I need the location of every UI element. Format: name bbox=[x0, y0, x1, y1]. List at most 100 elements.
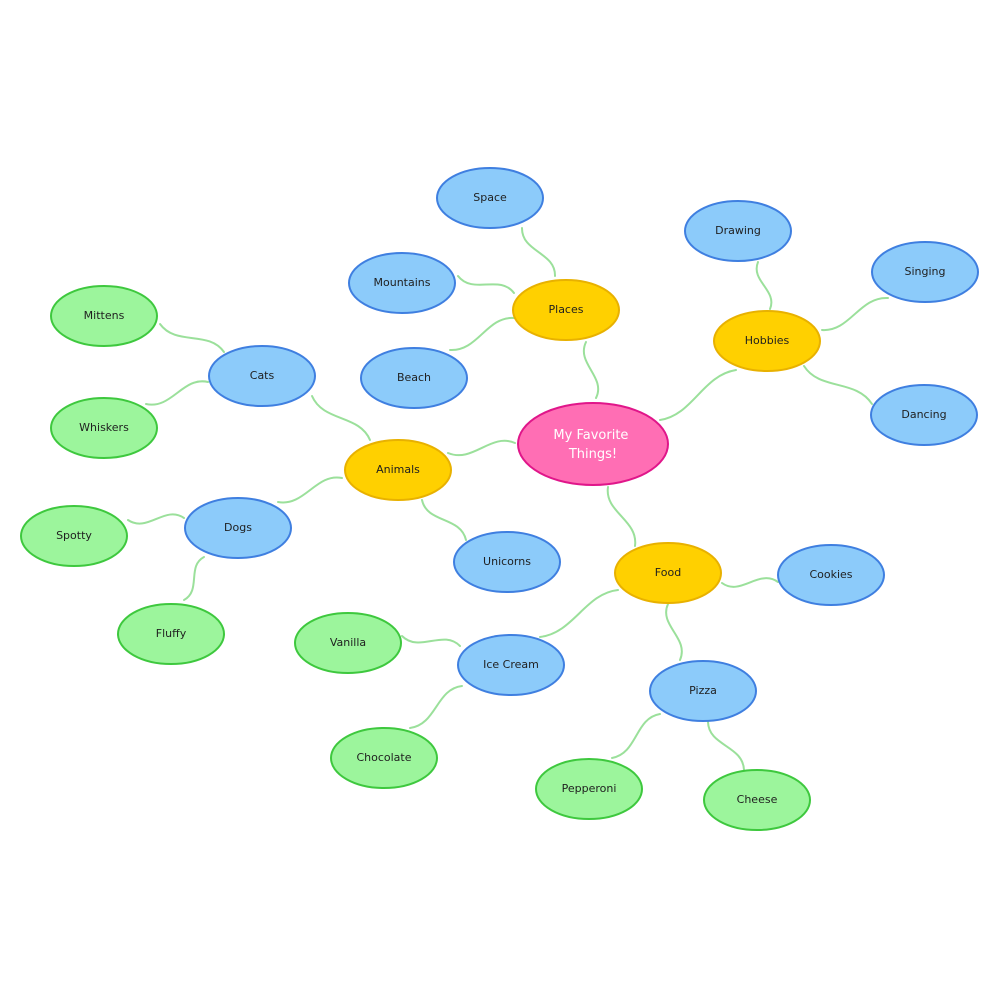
node-beach-shape bbox=[360, 347, 468, 409]
connector-places-beach bbox=[449, 316, 515, 352]
connector-central-hobbies bbox=[659, 369, 737, 421]
node-whiskers-shape bbox=[50, 397, 158, 459]
node-fluffy[interactable]: Fluffy bbox=[117, 603, 225, 665]
node-drawing-shape bbox=[684, 200, 792, 262]
connector-places-space bbox=[520, 227, 557, 277]
node-cats-label: Cats bbox=[250, 369, 275, 382]
connector-food-pizza bbox=[665, 603, 683, 661]
node-food[interactable]: Food bbox=[614, 542, 722, 604]
node-drawing[interactable]: Drawing bbox=[684, 200, 792, 262]
connector-animals-unicorns bbox=[421, 499, 467, 541]
node-whiskers[interactable]: Whiskers bbox=[50, 397, 158, 459]
node-dogs[interactable]: Dogs bbox=[184, 497, 292, 559]
node-pizza-label: Pizza bbox=[689, 684, 717, 697]
node-cookies-label: Cookies bbox=[809, 568, 852, 581]
node-cheese-shape bbox=[703, 769, 811, 831]
connector-dogs-spotty bbox=[127, 513, 185, 525]
node-mountains[interactable]: Mountains bbox=[348, 252, 456, 314]
node-hobbies[interactable]: Hobbies bbox=[713, 310, 821, 372]
node-places-shape bbox=[512, 279, 620, 341]
node-cookies-shape bbox=[777, 544, 885, 606]
node-dancing-shape bbox=[870, 384, 978, 446]
central-node-label-line-2: Things! bbox=[568, 447, 617, 462]
node-animals[interactable]: Animals bbox=[344, 439, 452, 501]
connector-pizza-cheese bbox=[707, 721, 745, 771]
connector-cats-whiskers bbox=[145, 380, 209, 406]
node-vanilla[interactable]: Vanilla bbox=[294, 612, 402, 674]
connector-cats-mittens bbox=[159, 323, 225, 353]
node-unicorns-shape bbox=[453, 531, 561, 593]
svg-text:My Favorite Things!: My Favorite Things! bbox=[553, 428, 632, 462]
node-beach-label: Beach bbox=[397, 371, 431, 384]
node-animals-label: Animals bbox=[376, 463, 420, 476]
connectors bbox=[127, 227, 889, 771]
connector-animals-dogs bbox=[277, 476, 343, 504]
node-ice-cream[interactable]: Ice Cream bbox=[457, 634, 565, 696]
node-fluffy-shape bbox=[117, 603, 225, 665]
node-whiskers-label: Whiskers bbox=[79, 421, 129, 434]
node-vanilla-label: Vanilla bbox=[330, 636, 366, 649]
central-node-shape bbox=[517, 402, 669, 486]
node-dancing-label: Dancing bbox=[901, 408, 946, 421]
connector-central-animals bbox=[447, 439, 516, 456]
node-spotty[interactable]: Spotty bbox=[20, 505, 128, 567]
node-spotty-shape bbox=[20, 505, 128, 567]
node-beach[interactable]: Beach bbox=[360, 347, 468, 409]
connector-food-icecream bbox=[539, 589, 619, 638]
node-pepperoni-shape bbox=[535, 758, 643, 820]
node-animals-shape bbox=[344, 439, 452, 501]
connector-dogs-fluffy bbox=[183, 556, 205, 601]
node-places-label: Places bbox=[549, 303, 584, 316]
node-chocolate-shape bbox=[330, 727, 438, 789]
node-spotty-label: Spotty bbox=[56, 529, 92, 542]
connector-food-cookies bbox=[721, 577, 779, 588]
node-mittens-shape bbox=[50, 285, 158, 347]
node-places[interactable]: Places bbox=[512, 279, 620, 341]
node-mountains-label: Mountains bbox=[374, 276, 431, 289]
node-dancing[interactable]: Dancing bbox=[870, 384, 978, 446]
node-hobbies-label: Hobbies bbox=[745, 334, 790, 347]
node-hobbies-shape bbox=[713, 310, 821, 372]
connector-pizza-pepperoni bbox=[611, 713, 661, 759]
node-ice-cream-label: Ice Cream bbox=[483, 658, 539, 671]
node-singing-shape bbox=[871, 241, 979, 303]
node-pepperoni[interactable]: Pepperoni bbox=[535, 758, 643, 820]
node-dogs-shape bbox=[184, 497, 292, 559]
connector-animals-cats bbox=[311, 395, 371, 441]
node-ice-cream-shape bbox=[457, 634, 565, 696]
node-space-label: Space bbox=[473, 191, 507, 204]
node-food-shape bbox=[614, 542, 722, 604]
node-cheese-label: Cheese bbox=[737, 793, 778, 806]
node-dogs-label: Dogs bbox=[224, 521, 252, 534]
node-space[interactable]: Space bbox=[436, 167, 544, 229]
node-cookies[interactable]: Cookies bbox=[777, 544, 885, 606]
node-food-label: Food bbox=[655, 566, 681, 579]
node-space-shape bbox=[436, 167, 544, 229]
node-chocolate-label: Chocolate bbox=[356, 751, 411, 764]
central-node[interactable]: My Favorite Things! bbox=[517, 402, 669, 486]
node-unicorns-label: Unicorns bbox=[483, 555, 531, 568]
node-vanilla-shape bbox=[294, 612, 402, 674]
connector-hobbies-singing bbox=[821, 296, 889, 332]
connector-places-mountains bbox=[457, 275, 515, 294]
connector-hobbies-dancing bbox=[803, 365, 873, 405]
node-cats-shape bbox=[208, 345, 316, 407]
connector-hobbies-drawing bbox=[755, 261, 773, 310]
central-node-label-line-1: My Favorite bbox=[553, 428, 628, 443]
node-cheese[interactable]: Cheese bbox=[703, 769, 811, 831]
node-pepperoni-label: Pepperoni bbox=[562, 782, 617, 795]
node-mittens[interactable]: Mittens bbox=[50, 285, 158, 347]
node-mittens-label: Mittens bbox=[84, 309, 125, 322]
node-unicorns[interactable]: Unicorns bbox=[453, 531, 561, 593]
node-cats[interactable]: Cats bbox=[208, 345, 316, 407]
node-chocolate[interactable]: Chocolate bbox=[330, 727, 438, 789]
node-singing[interactable]: Singing bbox=[871, 241, 979, 303]
node-singing-label: Singing bbox=[904, 265, 945, 278]
node-mountains-shape bbox=[348, 252, 456, 314]
nodes: My Favorite Things! Places Hobbies Anima… bbox=[20, 167, 979, 831]
node-pizza[interactable]: Pizza bbox=[649, 660, 757, 722]
node-drawing-label: Drawing bbox=[715, 224, 761, 237]
connector-icecream-chocolate bbox=[409, 685, 463, 729]
connector-icecream-vanilla bbox=[401, 635, 461, 647]
